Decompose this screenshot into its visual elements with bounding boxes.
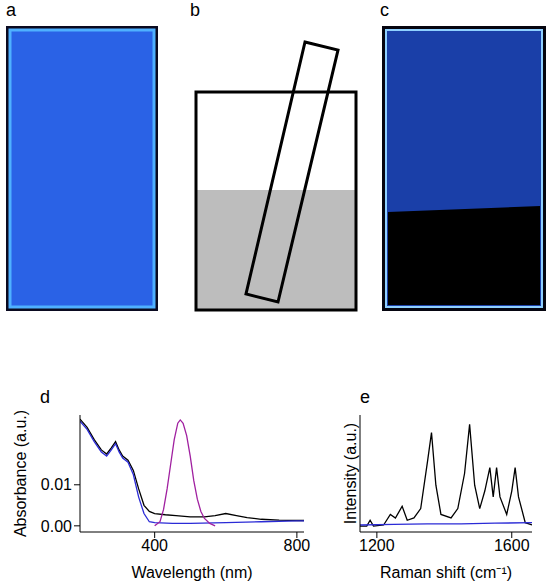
svg-text:Absorbance (a.u.): Absorbance (a.u.) <box>12 410 29 537</box>
html-text:e: e <box>360 387 370 407</box>
svg-text:1200: 1200 <box>359 537 395 554</box>
html-text:b: b <box>190 0 200 20</box>
svg-text:0.01: 0.01 <box>41 476 72 493</box>
html-text:a: a <box>6 0 16 20</box>
svg-text:800: 800 <box>284 537 311 554</box>
svg-text:Wavelength (nm): Wavelength (nm) <box>131 564 252 581</box>
svg-text:400: 400 <box>141 537 168 554</box>
html-text:d: d <box>40 387 50 407</box>
svg-text:Intensity (a.u.): Intensity (a.u.) <box>342 423 359 524</box>
svg-text:1600: 1600 <box>494 537 530 554</box>
html-text:c: c <box>380 0 389 20</box>
svg-text:0.00: 0.00 <box>41 518 72 535</box>
svg-text:Raman shift (cm⁻¹): Raman shift (cm⁻¹) <box>380 564 512 581</box>
